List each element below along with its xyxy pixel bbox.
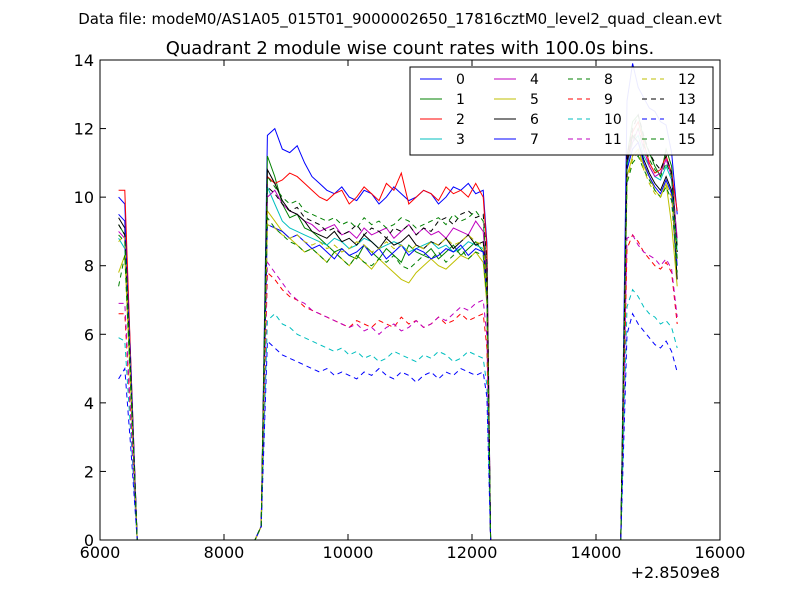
x-offset-label: +2.8509e8	[631, 563, 720, 582]
series-line-0	[118, 63, 678, 541]
legend-label-7: 7	[530, 132, 539, 148]
x-tick-label: 12000	[447, 543, 498, 562]
series-layer	[118, 63, 678, 541]
legend-label-5: 5	[530, 92, 539, 108]
series-line-2	[118, 120, 678, 541]
series-line-9	[118, 233, 678, 541]
y-tick-label: 0	[84, 531, 94, 550]
legend-label-1: 1	[456, 92, 465, 108]
legend-label-9: 9	[604, 92, 613, 108]
series-line-3	[118, 134, 678, 541]
legend-label-0: 0	[456, 72, 465, 88]
series-line-5	[118, 148, 678, 541]
legend-label-11: 11	[604, 132, 622, 148]
series-line-6	[118, 134, 678, 541]
data-file-label: Data file: modeM0/AS1A05_015T01_90000026…	[78, 10, 722, 29]
y-tick-label: 4	[84, 394, 94, 413]
y-tick-label: 10	[74, 188, 94, 207]
legend-label-4: 4	[530, 72, 539, 88]
legend-label-14: 14	[678, 112, 696, 128]
y-tick-label: 6	[84, 325, 94, 344]
x-tick-label: 6000	[80, 543, 121, 562]
series-line-8	[118, 155, 678, 541]
legend-label-8: 8	[604, 72, 613, 88]
legend-label-10: 10	[604, 112, 622, 128]
series-line-7	[118, 141, 678, 541]
legend-label-2: 2	[456, 112, 465, 128]
plot-frame	[99, 59, 721, 541]
y-tick-label: 2	[84, 462, 94, 481]
legend-label-3: 3	[456, 132, 465, 148]
series-line-1	[118, 113, 678, 541]
legend-label-13: 13	[678, 92, 696, 108]
series-line-15	[118, 127, 678, 541]
y-tick-label: 14	[74, 51, 94, 70]
x-tick-label: 16000	[695, 543, 746, 562]
legend-label-12: 12	[678, 72, 696, 88]
x-tick-label: 8000	[204, 543, 245, 562]
legend-label-15: 15	[678, 132, 696, 148]
y-tick-label: 12	[74, 120, 94, 139]
chart-title: Quadrant 2 module wise count rates with …	[166, 38, 655, 59]
legend-box	[409, 66, 714, 156]
series-line-12	[118, 151, 678, 541]
x-tick-label: 10000	[323, 543, 374, 562]
legend-label-6: 6	[530, 112, 539, 128]
y-tick-label: 8	[84, 257, 94, 276]
series-line-10	[118, 288, 678, 541]
series-line-13	[118, 113, 678, 541]
series-line-11	[118, 234, 678, 541]
x-tick-label: 14000	[571, 543, 622, 562]
series-line-14	[118, 312, 678, 541]
